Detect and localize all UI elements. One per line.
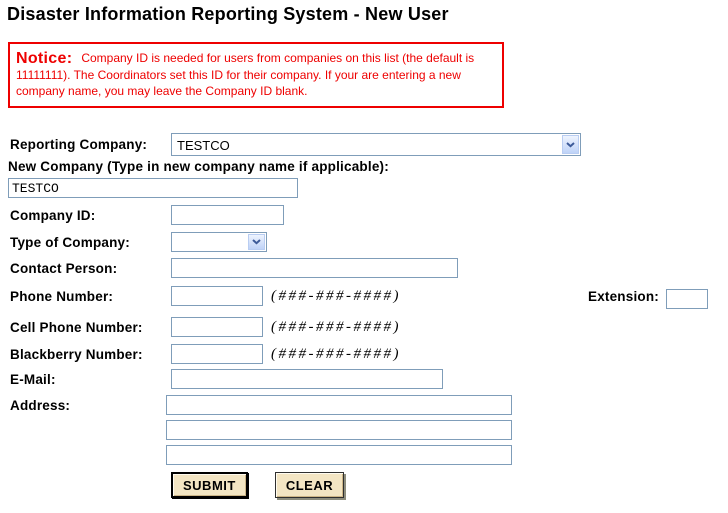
address-row-3 bbox=[0, 445, 728, 465]
email-input[interactable] bbox=[171, 369, 443, 389]
cell-phone-number-input[interactable] bbox=[171, 317, 263, 337]
new-company-input[interactable] bbox=[8, 178, 298, 198]
clear-button[interactable]: CLEAR bbox=[274, 472, 345, 498]
email-row: E-Mail: bbox=[0, 369, 728, 389]
submit-button[interactable]: SUBMIT bbox=[171, 472, 248, 498]
new-company-row bbox=[0, 178, 728, 198]
company-id-label: Company ID: bbox=[10, 207, 96, 223]
address-row-1: Address: bbox=[0, 395, 728, 415]
phone-number-label: Phone Number: bbox=[10, 288, 114, 304]
address-label: Address: bbox=[10, 397, 71, 413]
new-user-form: Reporting Company: TESTCO New Company (T… bbox=[0, 133, 728, 498]
type-of-company-selected-value bbox=[172, 233, 247, 251]
address-row-2 bbox=[0, 420, 728, 440]
cell-phone-format-hint: (###-###-####) bbox=[271, 318, 401, 335]
address-input-3[interactable] bbox=[166, 445, 512, 465]
notice-box: Notice: Company ID is needed for users fr… bbox=[8, 42, 504, 108]
reporting-company-label: Reporting Company: bbox=[10, 137, 148, 152]
contact-person-input[interactable] bbox=[171, 258, 458, 278]
cell-phone-number-label: Cell Phone Number: bbox=[10, 319, 143, 335]
page-title: Disaster Information Reporting System - … bbox=[7, 4, 449, 24]
notice-text: Company ID is needed for users from comp… bbox=[16, 51, 475, 98]
contact-person-row: Contact Person: bbox=[0, 258, 728, 278]
phone-format-hint: (###-###-####) bbox=[271, 287, 401, 304]
type-of-company-select[interactable] bbox=[171, 232, 267, 252]
chevron-down-icon[interactable] bbox=[562, 135, 579, 154]
cell-phone-number-row: Cell Phone Number: (###-###-####) bbox=[0, 317, 728, 337]
reporting-company-row: Reporting Company: TESTCO bbox=[0, 133, 728, 156]
reporting-company-select[interactable]: TESTCO bbox=[171, 133, 581, 156]
blackberry-number-input[interactable] bbox=[171, 344, 263, 364]
type-of-company-row: Type of Company: bbox=[0, 232, 728, 252]
contact-person-label: Contact Person: bbox=[10, 260, 118, 276]
address-input-1[interactable] bbox=[166, 395, 512, 415]
address-input-2[interactable] bbox=[166, 420, 512, 440]
phone-number-input[interactable] bbox=[171, 286, 263, 306]
blackberry-number-row: Blackberry Number: (###-###-####) bbox=[0, 344, 728, 364]
blackberry-format-hint: (###-###-####) bbox=[271, 345, 401, 362]
extension-label: Extension: bbox=[587, 288, 659, 304]
email-label: E-Mail: bbox=[10, 371, 56, 387]
blackberry-number-label: Blackberry Number: bbox=[10, 346, 143, 362]
reporting-company-selected-value: TESTCO bbox=[177, 138, 230, 153]
company-id-row: Company ID: bbox=[0, 205, 728, 225]
company-id-input[interactable] bbox=[171, 205, 284, 225]
button-row: SUBMIT CLEAR bbox=[171, 472, 728, 498]
chevron-down-icon[interactable] bbox=[248, 234, 265, 250]
notice-label: Notice: bbox=[16, 50, 73, 67]
new-company-label: New Company (Type in new company name if… bbox=[8, 159, 389, 174]
phone-number-row: Phone Number: (###-###-####) Extension: bbox=[0, 283, 728, 309]
type-of-company-label: Type of Company: bbox=[10, 234, 130, 250]
extension-input[interactable] bbox=[666, 289, 708, 309]
